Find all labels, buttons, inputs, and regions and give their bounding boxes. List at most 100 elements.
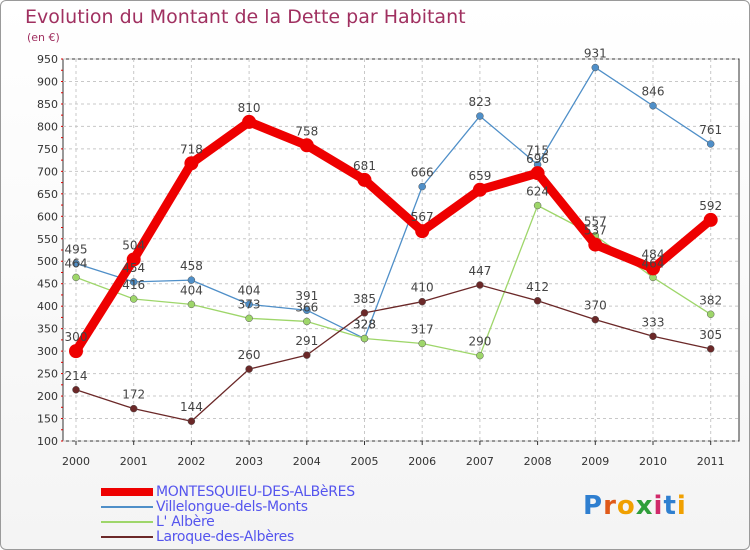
data-point [418,297,426,306]
data-point [476,281,484,289]
y-tick-label: 500 [37,255,58,268]
y-tick-label: 250 [37,368,58,381]
data-label: 305 [699,328,722,342]
data-point [72,386,80,394]
data-point [476,112,484,120]
data-label: 370 [584,299,607,313]
data-point [187,276,196,284]
data-label: 260 [238,348,261,362]
data-label: 484 [642,247,665,261]
data-label: 659 [468,169,491,183]
data-point [649,101,657,110]
data-label: 931 [584,47,607,61]
data-point [187,417,196,425]
data-point [303,317,311,326]
data-label: 823 [468,95,491,109]
legend-label: MONTESQUIEU-DES-ALBèRES [156,484,355,500]
y-tick-label: 800 [37,120,58,133]
data-label: 366 [295,300,318,314]
y-tick-label: 450 [37,278,58,291]
y-tick-label: 600 [37,210,58,223]
data-label: 172 [122,388,145,402]
data-point [646,261,660,276]
x-tick-label: 2004 [293,455,321,468]
data-label: 495 [65,242,88,256]
data-point [418,339,426,348]
data-label: 681 [353,159,376,173]
series-line-3 [75,284,712,422]
x-tick-label: 2008 [524,455,552,468]
data-label: 718 [180,142,203,156]
legend-label: Villelongue-dels-Monts [156,499,308,515]
data-label: 416 [122,278,145,292]
data-label: 391 [295,289,318,303]
data-label: 404 [180,283,203,297]
data-label: 592 [699,199,722,213]
data-point [533,201,542,210]
x-tick-label: 2005 [351,455,379,468]
data-label: 454 [122,261,145,275]
data-label: 715 [526,144,549,158]
data-point [129,404,138,413]
data-point [126,252,141,267]
x-tick-label: 2011 [697,455,725,468]
legend-swatch [101,521,153,523]
data-label: 214 [65,369,88,383]
data-point [129,278,138,286]
y-tick-label: 100 [37,435,58,448]
y-tick-label: 350 [37,323,58,336]
data-point [706,310,715,319]
data-point [184,156,199,171]
x-tick-label: 2001 [120,455,148,468]
data-point [129,295,138,303]
data-label: 291 [295,334,318,348]
data-label: 144 [180,400,203,414]
data-label: 328 [353,318,376,332]
data-point [649,332,657,341]
data-point [242,114,257,129]
data-label: 300 [65,330,88,344]
data-label: 404 [238,283,261,297]
data-point [706,345,715,353]
data-point [72,273,80,282]
y-tick-label: 750 [37,143,58,156]
x-tick-label: 2009 [581,455,609,468]
data-point [299,138,314,153]
data-label: 333 [642,315,665,329]
y-tick-label: 650 [37,188,58,201]
data-label: 290 [468,335,491,349]
y-tick-label: 150 [37,413,58,426]
data-point [245,300,253,309]
legend-swatch [101,536,153,538]
x-tick-label: 2000 [62,455,90,468]
data-point [418,182,426,191]
data-point [303,351,311,359]
x-tick-label: 2010 [639,455,667,468]
data-label: 464 [65,256,88,270]
x-tick-label: 2006 [408,455,436,468]
data-point [245,314,253,323]
data-point [415,224,430,239]
data-label: 666 [411,166,434,180]
data-label: 696 [526,152,549,166]
data-label: 846 [642,85,665,99]
legend-label: L' Albère [156,514,215,530]
data-label: 504 [122,238,145,252]
data-label: 410 [411,281,434,295]
data-label: 328 [353,318,376,332]
y-tick-label: 400 [37,300,58,313]
y-tick-label: 300 [37,345,58,358]
data-point [588,237,603,252]
data-label: 447 [468,264,491,278]
data-label: 567 [411,210,434,224]
unit-label: (en €) [27,31,60,44]
y-tick-label: 950 [37,53,58,66]
data-point [187,300,196,309]
data-label: 385 [353,292,376,306]
data-label: 761 [699,123,722,137]
data-point [591,63,600,72]
data-label: 317 [411,322,434,336]
data-point [303,306,311,314]
proxiti-logo: Proxiti [583,491,687,521]
